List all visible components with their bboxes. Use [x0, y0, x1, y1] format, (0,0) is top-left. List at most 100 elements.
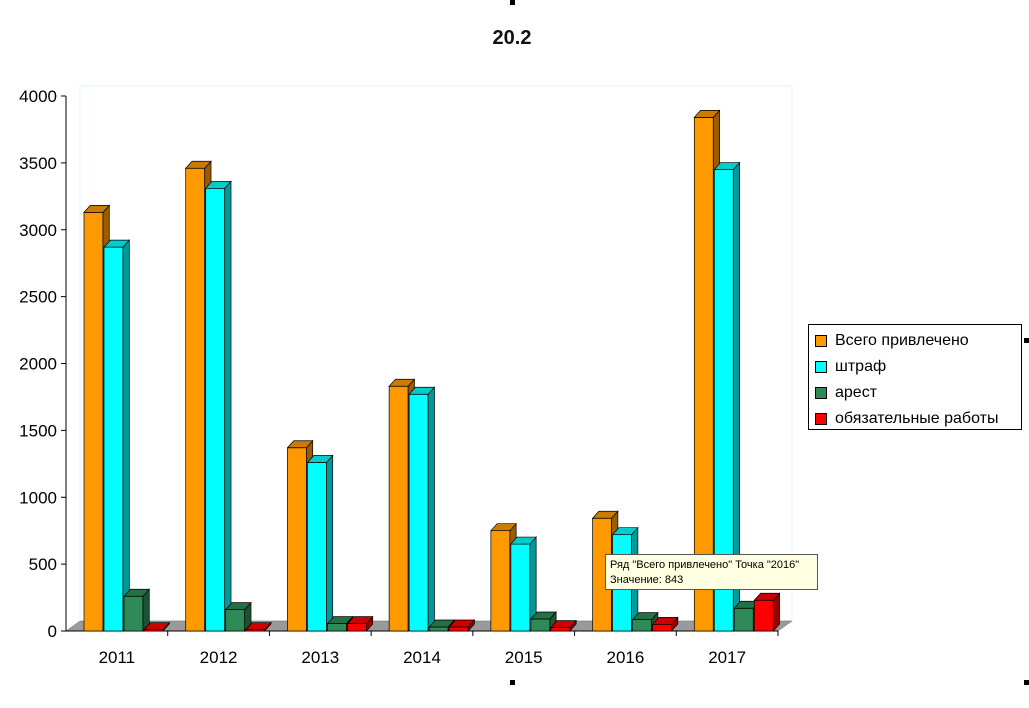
- bar-top: [103, 239, 131, 248]
- chart-title: 20.2: [493, 27, 532, 49]
- bar-top: [550, 620, 577, 629]
- bar: [143, 621, 171, 632]
- bar-top: [224, 602, 252, 610]
- bar-side: [224, 180, 232, 632]
- bar: [550, 619, 577, 632]
- bar-side: [326, 454, 334, 632]
- selection-handle-bottom-right[interactable]: [1024, 680, 1029, 685]
- chart-legend: Всего привлечено штраф арест обязательны…: [808, 324, 1022, 430]
- legend-item-fine: штраф: [815, 354, 1015, 380]
- bar-front: [448, 626, 469, 632]
- bar: [123, 588, 151, 632]
- bar-front: [510, 543, 531, 632]
- legend-item-community-work: обязательные работы: [815, 406, 1015, 432]
- bar-top: [83, 205, 111, 213]
- legend-item-total: Всего привлечено: [815, 328, 1015, 354]
- bar-top: [286, 440, 314, 449]
- tooltip-value: Значение: 843: [610, 574, 684, 586]
- legend-swatch-arrest: [815, 387, 827, 399]
- x-tick-label: 2017: [708, 648, 746, 667]
- bar-front: [428, 626, 449, 632]
- bar: [224, 601, 252, 632]
- data-point-tooltip: Ряд "Всего привлечено" Точка "2016" Знач…: [605, 554, 818, 590]
- legend-item-arrest: арест: [815, 380, 1015, 406]
- bar: [204, 180, 232, 632]
- bar-front: [287, 447, 307, 632]
- bar-front: [347, 623, 367, 632]
- bar-front: [225, 609, 246, 632]
- x-tick-label: 2015: [505, 648, 543, 667]
- y-tick-label: 500: [29, 555, 57, 574]
- bar-front: [205, 187, 226, 632]
- legend-swatch-community-work: [815, 413, 827, 425]
- bar-top: [388, 378, 416, 387]
- y-tick-label: 1000: [19, 488, 57, 507]
- legend-label-community-work: обязательные работы: [835, 410, 999, 427]
- bar-top: [326, 616, 354, 624]
- bar-front: [632, 619, 652, 632]
- legend-label-arrest: арест: [835, 384, 878, 401]
- bar-top: [530, 611, 557, 620]
- bar-front: [753, 599, 774, 632]
- bar-front: [83, 212, 104, 632]
- y-tick-label: 3500: [19, 154, 57, 173]
- bar-front: [652, 623, 672, 632]
- bar-top: [346, 616, 374, 624]
- legend-label-total: Всего привлечено: [835, 332, 969, 349]
- bar-top: [631, 612, 659, 620]
- bar: [244, 621, 272, 632]
- bar-front: [550, 627, 571, 632]
- bar: [631, 611, 659, 632]
- bar-top: [306, 455, 334, 463]
- bar-top: [184, 160, 212, 169]
- bar-top: [651, 616, 679, 625]
- x-tick-label: 2016: [607, 648, 645, 667]
- bar-series-group: [83, 109, 781, 632]
- selection-handle-right[interactable]: [1024, 338, 1029, 343]
- bar-side: [427, 386, 435, 632]
- y-tick-label: 2500: [19, 288, 57, 307]
- bar: [306, 454, 334, 632]
- y-tick-label: 2000: [19, 355, 57, 374]
- bar-front: [530, 618, 551, 632]
- bar-top: [693, 110, 721, 118]
- bar-top: [428, 619, 456, 628]
- bar-side: [122, 239, 130, 632]
- y-tick-label: 3000: [19, 221, 57, 240]
- bar-front: [388, 385, 409, 632]
- selection-handle-bottom[interactable]: [510, 680, 515, 685]
- bar-top: [611, 527, 639, 536]
- bar: [448, 619, 476, 632]
- bar-top: [204, 180, 232, 189]
- legend-swatch-fine: [815, 361, 827, 373]
- x-axis-tick-labels: 2011 2012 2013 2014 2015 2016 2017: [99, 648, 746, 667]
- y-axis-tick-labels: 0 500 1000 1500 2000 2500 3000 3500 4000: [19, 87, 57, 641]
- tooltip-series-point: Ряд "Всего привлечено" Точка "2016": [610, 559, 800, 571]
- bar-front: [307, 462, 327, 632]
- bar-front: [327, 623, 347, 632]
- bar-top: [244, 622, 272, 631]
- bar-top: [448, 619, 476, 628]
- bar-front: [733, 607, 754, 632]
- bar-top: [510, 536, 537, 545]
- legend-label-fine: штраф: [835, 358, 887, 375]
- bar-front: [103, 246, 124, 632]
- bar-top: [591, 510, 619, 519]
- bar-top: [753, 592, 781, 601]
- bar: [753, 592, 781, 632]
- y-tick-label: 1500: [19, 421, 57, 440]
- bar-front: [490, 530, 511, 632]
- bar-top: [408, 386, 436, 395]
- bar: [408, 386, 436, 632]
- y-tick-label: 0: [48, 622, 57, 641]
- bar-top: [490, 523, 517, 532]
- x-tick-label: 2011: [99, 648, 136, 667]
- bar: [713, 161, 741, 632]
- bar-front: [185, 167, 206, 632]
- selection-handle-top[interactable]: [510, 0, 515, 5]
- x-tick-label: 2013: [301, 648, 339, 667]
- bar: [651, 616, 679, 632]
- bar: [103, 239, 131, 632]
- bar-top: [123, 588, 151, 597]
